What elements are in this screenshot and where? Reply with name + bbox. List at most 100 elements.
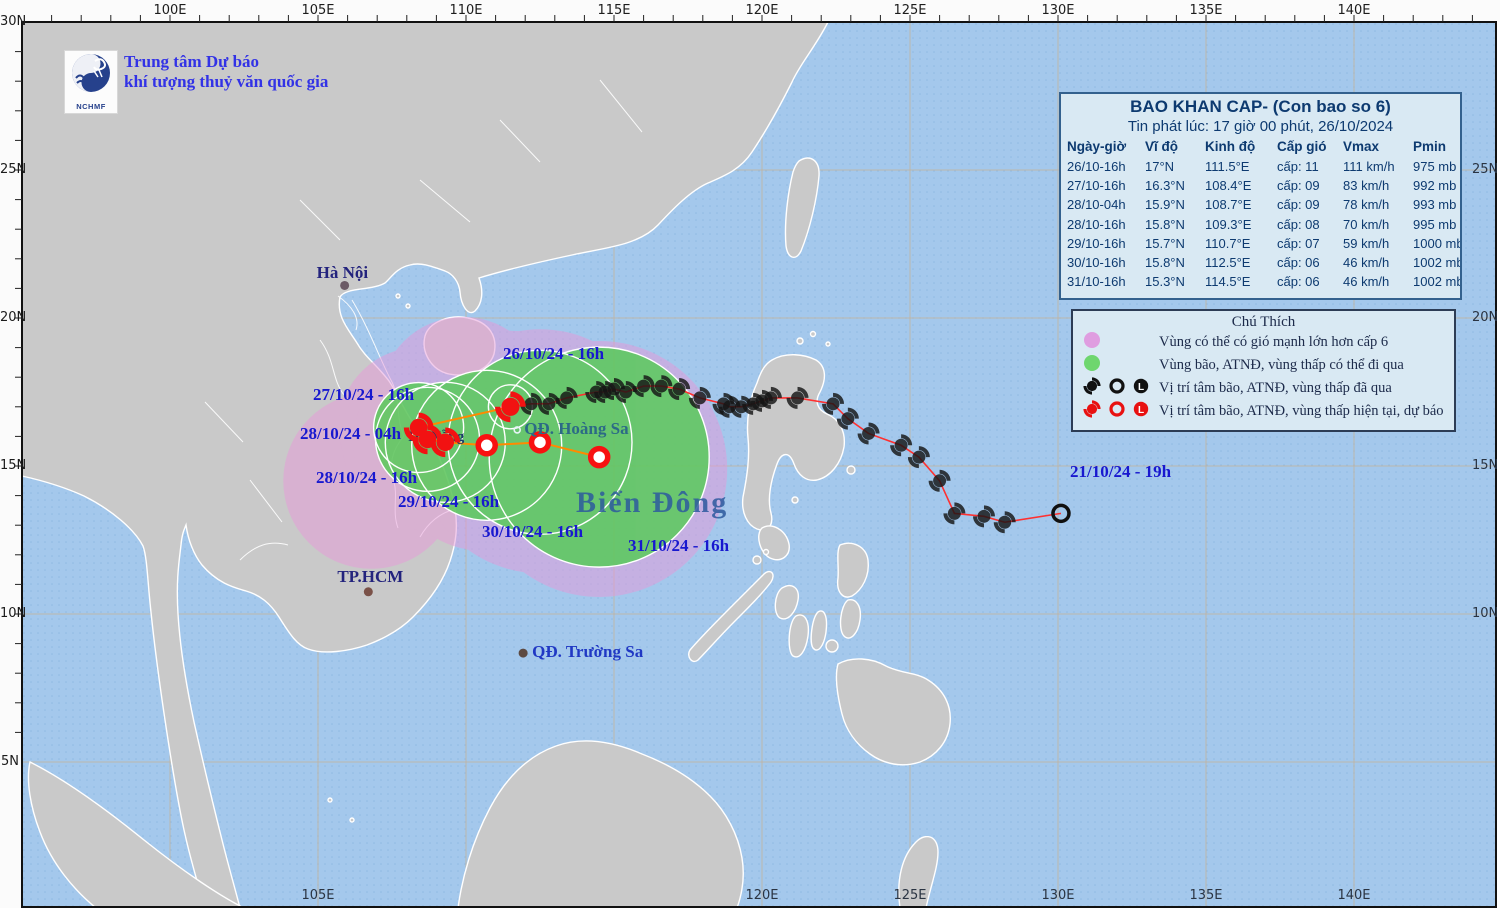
forecast-table-cell: 111 km/h bbox=[1343, 159, 1395, 174]
forecast-table-cell: 992 mb bbox=[1413, 178, 1457, 194]
legend-item-label: Vùng bão, ATNĐ, vùng thấp có thể đi qua bbox=[1159, 357, 1404, 373]
axis-label-bottom: 135E bbox=[1189, 888, 1223, 903]
forecast-table-cell: 995 mb bbox=[1413, 216, 1457, 232]
agency-name-line2: khí tượng thuỷ văn quốc gia bbox=[124, 72, 329, 91]
forecast-table-row: 28/10-16h 15.8°N 109.3°E cấp: 08 70 km/h 995 … bbox=[1065, 215, 1460, 234]
island bbox=[349, 817, 355, 823]
forecast-table-cell: 108.4°E bbox=[1205, 178, 1252, 194]
track-date-label: 27/10/24 - 16h bbox=[313, 385, 415, 404]
storm-info-issued: Tin phát lúc: 17 giờ 00 phút, 26/10/2024 bbox=[1127, 118, 1394, 135]
forecast-table-cell: 78 km/h bbox=[1343, 197, 1390, 213]
forecast-table-cell: 975 mb bbox=[1413, 159, 1457, 174]
forecast-table-cell: cấp: 08 bbox=[1277, 216, 1320, 232]
forecast-table-cell: 83 km/h bbox=[1343, 178, 1390, 194]
forecast-table-cell: 17°N bbox=[1145, 159, 1175, 174]
forecast-table-cell: cấp: 09 bbox=[1277, 197, 1320, 213]
forecast-atnd-marker bbox=[528, 431, 552, 454]
track-start-marker bbox=[1051, 503, 1071, 524]
forecast-table-row: 29/10-16h 15.7°N 110.7°E cấp: 07 59 km/h 1000… bbox=[1065, 234, 1462, 253]
storm-info-title: BAO KHAN CAP- (Con bao so 6) bbox=[1130, 97, 1391, 116]
forecast-table-cell: 26/10-16h bbox=[1067, 159, 1126, 174]
place-label: QĐ. Hoàng Sa bbox=[524, 418, 629, 438]
agency-name-line1: Trung tâm Dự báo bbox=[124, 52, 260, 71]
forecast-table-cell: 111.5°E bbox=[1205, 159, 1250, 174]
island bbox=[809, 330, 817, 338]
forecast-table-cell: 16.3°N bbox=[1145, 178, 1185, 194]
uncertainty-circle bbox=[411, 369, 563, 521]
uncertainty-circle bbox=[488, 346, 710, 568]
forecast-table-cell: 29/10-16h bbox=[1067, 235, 1126, 251]
forecast-table-header: Pmin bbox=[1413, 139, 1447, 154]
track-date-label: 26/10/24 - 16h bbox=[503, 344, 605, 363]
forecast-table-cell: 110.7°E bbox=[1205, 235, 1251, 251]
axis-label-bottom: 120E bbox=[745, 888, 779, 903]
axis-label-bottom: 105E bbox=[301, 888, 335, 903]
axis-label-top: 130E bbox=[1041, 3, 1075, 18]
sea-name-label: Biển Đông bbox=[576, 486, 729, 519]
track-date-label: 31/10/24 - 16h bbox=[628, 536, 730, 555]
agency-header: NCHMF Trung tâm Dự báo khí tượng thuỷ vă… bbox=[64, 50, 328, 114]
island bbox=[762, 548, 770, 556]
nchmf-logo-text: NCHMF bbox=[76, 102, 106, 111]
forecast-uncertainty-circles bbox=[372, 346, 710, 568]
legend-symbol-green-zone bbox=[1081, 352, 1159, 379]
landmass-palawan bbox=[688, 570, 774, 663]
place-label: Hà Nội bbox=[316, 263, 369, 283]
axis-label-bottom: 130E bbox=[1041, 888, 1075, 903]
island bbox=[327, 797, 333, 803]
axis-label-left: 15N bbox=[0, 458, 27, 473]
forecast-table-cell: 70 km/h bbox=[1343, 216, 1390, 232]
landmass-cebu bbox=[810, 610, 828, 651]
legend-item-label: Vị trí tâm bão, ATNĐ, vùng thấp hiện tại… bbox=[1159, 403, 1444, 419]
legend-title: Chú Thích bbox=[1231, 314, 1296, 330]
island bbox=[752, 555, 762, 565]
svg-text:L: L bbox=[1138, 382, 1144, 393]
legend-item-label: Vùng có thể có gió mạnh lớn hơn cấp 6 bbox=[1159, 334, 1389, 350]
forecast-table-row: 26/10-16h 17°N 111.5°E cấp: 11 111 km/h 975 m… bbox=[1065, 157, 1460, 176]
forecast-table-cell: 15.8°N bbox=[1145, 255, 1185, 271]
forecast-table-cell: 28/10-16h bbox=[1067, 216, 1126, 232]
forecast-table-cell: 1002 mb bbox=[1413, 274, 1462, 290]
forecast-table-cell: 1000 mb bbox=[1413, 235, 1462, 251]
forecast-table: Ngày-giờ Vĩ độ Kinh độ Cấp gió Vmax Pmin 26/1… bbox=[1065, 138, 1462, 291]
forecast-table-cell: 46 km/h bbox=[1343, 255, 1390, 271]
place-label: TP.HCM bbox=[337, 566, 404, 586]
landmass-mindanao bbox=[835, 658, 951, 766]
forecast-table-cell: 31/10-16h bbox=[1067, 274, 1126, 290]
axis-label-top: 105E bbox=[301, 3, 335, 18]
forecast-table-cell: 112.5°E bbox=[1205, 255, 1251, 271]
landmass-sulawesi bbox=[898, 835, 939, 908]
island bbox=[846, 465, 856, 475]
forecast-table-cell: 30/10-16h bbox=[1067, 255, 1126, 271]
axis-label-left: 25N bbox=[0, 162, 27, 177]
forecast-table-row: 31/10-16h 15.3°N 114.5°E cấp: 06 46 km/h 1002… bbox=[1065, 272, 1462, 291]
forecast-table-header: Ngày-giờ bbox=[1067, 139, 1127, 154]
forecast-table-row: 30/10-16h 15.8°N 112.5°E cấp: 06 46 km/h 1002… bbox=[1065, 253, 1460, 272]
legend-item: L Vị trí tâm bão, ATNĐ, vùng thấp đã qua bbox=[1073, 377, 1454, 400]
axis-label-right: 25N bbox=[1472, 162, 1499, 177]
island bbox=[405, 303, 411, 309]
forecast-table-row: 28/10-04h 15.9°N 108.7°E cấp: 09 78 km/h 993 … bbox=[1065, 195, 1460, 214]
forecast-table-cell: 46 km/h bbox=[1343, 274, 1390, 290]
track-date-label: 21/10/24 - 19h bbox=[1070, 462, 1172, 481]
landmass-leyte bbox=[839, 599, 862, 639]
legend-panel: Chú Thích Vùng có thể có gió mạnh lớn hơ… bbox=[1071, 309, 1456, 432]
place-marker bbox=[518, 648, 528, 658]
axis-label-left: 5N bbox=[1, 754, 19, 769]
nchmf-logo: NCHMF bbox=[64, 50, 118, 114]
forecast-table-cell: 108.7°E bbox=[1205, 197, 1252, 213]
axis-label-top: 135E bbox=[1189, 3, 1223, 18]
track-date-label: 28/10/24 - 04h bbox=[300, 424, 402, 443]
legend-item: Vùng có thể có gió mạnh lớn hơn cấp 6 bbox=[1073, 331, 1454, 354]
forecast-table-row: 27/10-16h 16.3°N 108.4°E cấp: 09 83 km/h 992 … bbox=[1065, 176, 1460, 195]
forecast-table-header: Vĩ độ bbox=[1145, 139, 1178, 154]
track-date-label: 28/10/24 - 16h bbox=[316, 468, 418, 487]
legend-item: L Vị trí tâm bão, ATNĐ, vùng thấp hiện tạ… bbox=[1073, 400, 1454, 423]
uncertainty-circle bbox=[372, 381, 465, 474]
place-marker bbox=[363, 587, 373, 597]
forecast-table-cell: cấp: 06 bbox=[1277, 274, 1320, 290]
forecast-table-header: Vmax bbox=[1343, 139, 1380, 154]
axis-label-bottom: 125E bbox=[893, 888, 927, 903]
forecast-table-cell: 27/10-16h bbox=[1067, 178, 1126, 194]
